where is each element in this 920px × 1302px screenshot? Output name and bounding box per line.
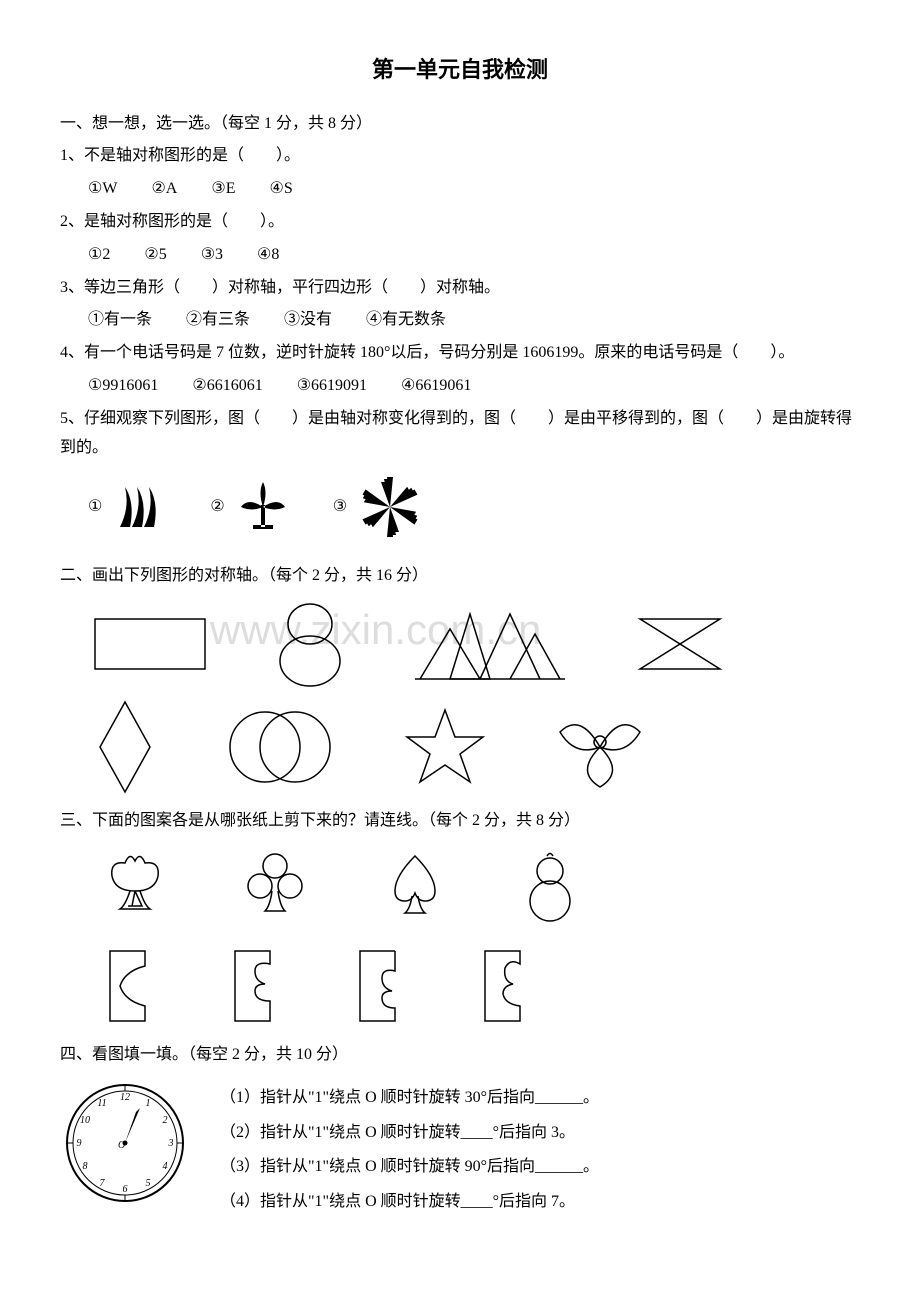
fold-2: [225, 946, 280, 1026]
q5-fig-3: ③: [333, 472, 425, 542]
svg-text:1: 1: [146, 1098, 151, 1109]
s4-questions: （1）指针从"1"绕点 O 顺时针旋转 30°后指向______。 （2）指针从…: [220, 1078, 599, 1223]
spade-shape: [380, 851, 450, 926]
page-title: 第一单元自我检测: [60, 50, 860, 90]
q1-opt-1: ①W: [88, 180, 117, 197]
double-oval-shape: [270, 599, 350, 689]
q2-opt-3: ③3: [201, 246, 223, 263]
shapes-row-2: [60, 697, 860, 797]
pinwheel-icon: [355, 472, 425, 542]
q4-opt-4: ④6619061: [401, 377, 471, 394]
svg-text:10: 10: [80, 1115, 90, 1126]
q5-label-1: ①: [88, 493, 102, 522]
q1-opt-3: ③E: [211, 180, 235, 197]
fold-1: [100, 946, 155, 1026]
q3-opt-2: ②有三条: [186, 311, 250, 328]
triangles-shape: [410, 604, 570, 684]
trefoil-shape: [550, 702, 650, 792]
wave-icon: [110, 477, 170, 537]
q3-options: ①有一条 ②有三条 ③没有 ④有无数条: [60, 306, 860, 335]
svg-text:3: 3: [168, 1138, 174, 1149]
section-1-header: 一、想一想，选一选。（每空 1 分，共 8 分）: [60, 110, 860, 139]
q2-opt-1: ①2: [88, 246, 110, 263]
q1-options: ①W ②A ③E ④S: [60, 175, 860, 204]
fold-3: [350, 946, 405, 1026]
diamond-shape: [90, 697, 160, 797]
q5-label-3: ③: [333, 493, 347, 522]
svg-text:5: 5: [146, 1178, 151, 1189]
section-4-header: 四、看图填一填。（每空 2 分，共 10 分）: [60, 1041, 860, 1070]
q3: 3、等边三角形（ ）对称轴，平行四边形（ ）对称轴。: [60, 274, 860, 303]
q5: 5、仔细观察下列图形，图（ ）是由轴对称变化得到的，图（ ）是由平移得到的，图（…: [60, 405, 860, 463]
q5-fig-2: ②: [210, 477, 292, 537]
rectangle-shape: [90, 614, 210, 674]
cut-shapes-row: [60, 851, 860, 931]
fleur-icon: [233, 477, 293, 537]
q2-options: ①2 ②5 ③3 ④8: [60, 241, 860, 270]
q4-options: ①9916061 ②6616061 ③6619091 ④6619061: [60, 372, 860, 401]
section-4-body: 12 1 2 3 4 5 6 7 8 9 10 11: [60, 1078, 860, 1223]
q4: 4、有一个电话号码是 7 位数，逆时针旋转 180°以后，号码分别是 16061…: [60, 339, 860, 368]
bowtie-shape: [630, 609, 730, 679]
gourd-shape: [520, 851, 580, 931]
clock-icon: 12 1 2 3 4 5 6 7 8 9 10 11: [60, 1078, 190, 1208]
q1-opt-4: ④S: [269, 180, 292, 197]
q1: 1、不是轴对称图形的是（ ）。: [60, 142, 860, 171]
svg-text:7: 7: [100, 1178, 106, 1189]
q2-opt-4: ④8: [257, 246, 279, 263]
svg-text:12: 12: [120, 1092, 130, 1103]
svg-text:2: 2: [163, 1115, 168, 1126]
q3-opt-1: ①有一条: [88, 311, 152, 328]
club-shape: [240, 851, 310, 926]
q5-label-2: ②: [210, 493, 224, 522]
section-2-header: 二、画出下列图形的对称轴。（每个 2 分，共 16 分）: [60, 562, 860, 591]
fold-shapes-row: [60, 946, 860, 1026]
shapes-row-1: [60, 599, 860, 689]
q4-opt-2: ②6616061: [192, 377, 262, 394]
q5-figures: ① ② ③: [60, 472, 860, 542]
q4-opt-1: ①9916061: [88, 377, 158, 394]
section-4: 四、看图填一填。（每空 2 分，共 10 分） 12 1 2 3 4 5 6 7…: [60, 1041, 860, 1223]
section-1: 一、想一想，选一选。（每空 1 分，共 8 分） 1、不是轴对称图形的是（ ）。…: [60, 110, 860, 543]
section-3-header: 三、下面的图案各是从哪张纸上剪下来的？请连线。（每个 2 分，共 8 分）: [60, 807, 860, 836]
s4-q2: （2）指针从"1"绕点 O 顺时针旋转____°后指向 3。: [220, 1119, 599, 1148]
section-3: 三、下面的图案各是从哪张纸上剪下来的？请连线。（每个 2 分，共 8 分）: [60, 807, 860, 1026]
q1-opt-2: ②A: [151, 180, 177, 197]
s4-q3: （3）指针从"1"绕点 O 顺时针旋转 90°后指向______。: [220, 1153, 599, 1182]
q3-opt-4: ④有无数条: [366, 311, 446, 328]
svg-text:11: 11: [97, 1098, 106, 1109]
s4-q1: （1）指针从"1"绕点 O 顺时针旋转 30°后指向______。: [220, 1084, 599, 1113]
q3-opt-3: ③没有: [284, 311, 332, 328]
svg-text:9: 9: [77, 1138, 82, 1149]
q2-opt-2: ②5: [144, 246, 166, 263]
q2: 2、是轴对称图形的是（ ）。: [60, 208, 860, 237]
svg-text:4: 4: [163, 1161, 168, 1172]
fold-4: [475, 946, 530, 1026]
q5-fig-1: ①: [88, 477, 170, 537]
two-circles-shape: [220, 707, 340, 787]
page-container: 第一单元自我检测 一、想一想，选一选。（每空 1 分，共 8 分） 1、不是轴对…: [60, 50, 860, 1223]
q4-opt-3: ③6619091: [297, 377, 367, 394]
svg-text:8: 8: [83, 1161, 88, 1172]
clover-shape: [100, 851, 170, 926]
section-2: 二、画出下列图形的对称轴。（每个 2 分，共 16 分） www.zixin.c…: [60, 562, 860, 797]
star-shape: [400, 702, 490, 792]
svg-text:6: 6: [123, 1184, 128, 1195]
s4-q4: （4）指针从"1"绕点 O 顺时针旋转____°后指向 7。: [220, 1188, 599, 1217]
